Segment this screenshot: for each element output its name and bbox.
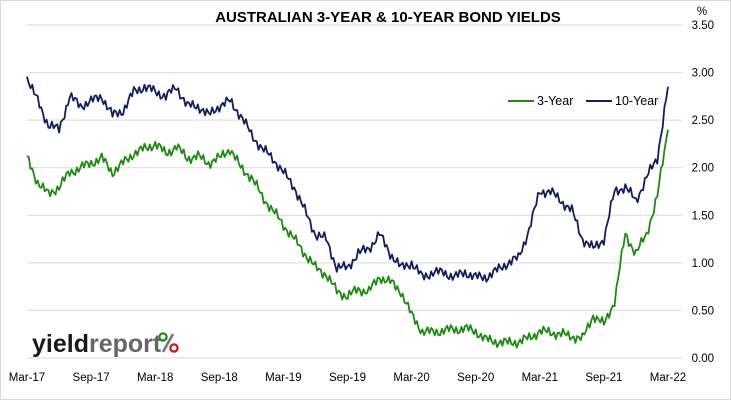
y-tick-label: 2.00 [692,163,714,175]
chart-title: AUSTRALIAN 3-YEAR & 10-YEAR BOND YIELDS [215,9,561,26]
x-tick-label: Mar-22 [650,372,686,384]
legend-label-3-year: 3-Year [537,94,573,108]
y-axis-ticks: 0.00 0.50 1.00 1.50 2.00 2.50 3.00 3.50 [692,20,714,365]
y-tick-label: 0.00 [692,353,714,365]
series-line-10-year [26,76,669,283]
series-line-3-year [26,129,669,349]
y-axis-unit: % [697,6,707,18]
x-tick-label: Sep-19 [329,372,366,384]
x-tick-label: Mar-18 [137,372,173,384]
y-tick-label: 2.50 [692,115,714,127]
series-lines [26,76,669,349]
x-tick-label: Mar-21 [522,372,558,384]
svg-text:yieldreport: yieldreport [32,330,162,358]
legend: 3-Year 10-Year [508,94,658,108]
y-tick-label: 0.50 [692,305,714,317]
x-tick-label: Mar-17 [9,372,45,384]
x-tick-label: Sep-20 [457,372,494,384]
logo-word-yield: yield [32,330,89,358]
x-tick-label: Sep-21 [585,372,622,384]
logo-percent-icon [158,332,179,353]
gridlines [27,24,682,359]
x-tick-label: Mar-20 [393,372,429,384]
x-tick-label: Sep-17 [73,372,110,384]
x-tick-label: Sep-18 [201,372,238,384]
y-tick-label: 3.00 [692,68,714,80]
x-tick-label: Mar-19 [265,372,301,384]
y-tick-label: 3.50 [692,20,714,32]
yieldreport-logo: yieldreport [32,330,179,358]
y-tick-label: 1.00 [692,258,714,270]
logo-word-report: report [89,330,162,358]
x-axis-ticks: Mar-17 Sep-17 Mar-18 Sep-18 Mar-19 Sep-19 Mar-… [9,372,686,384]
legend-label-10-year: 10-Year [615,94,658,108]
y-tick-label: 1.50 [692,210,714,222]
